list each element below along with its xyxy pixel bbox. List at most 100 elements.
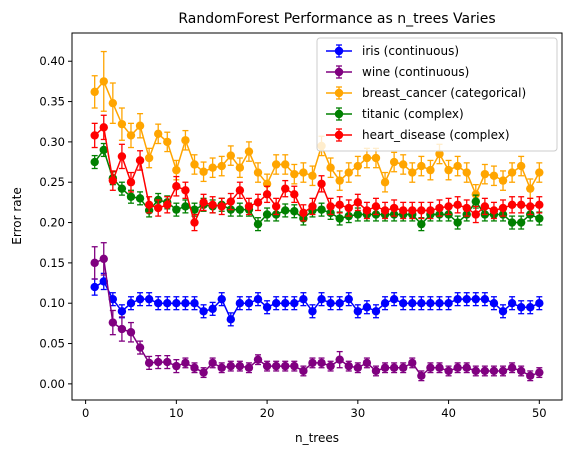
axes-frame [71,32,563,401]
data-point [498,307,508,316]
data-point [163,357,172,367]
series-line [94,257,540,377]
data-point [199,198,208,207]
data-point [262,190,272,199]
data-point [335,355,344,364]
data-point [154,357,163,367]
data-point [435,203,444,213]
x-tick-label: 20 [260,406,275,420]
legend-marker [334,88,344,98]
data-point [535,214,544,223]
data-point [117,307,127,316]
data-point [271,361,281,371]
data-point [426,165,435,175]
data-point [317,294,326,304]
data-point [253,355,263,364]
data-point [99,277,108,286]
data-point [99,254,108,264]
data-point [426,299,435,308]
data-point [489,299,499,308]
data-point [308,307,317,316]
data-point [271,299,281,308]
data-point [389,294,399,304]
legend-label: titanic (complex) [362,107,464,121]
data-point [444,366,453,376]
data-point [190,160,199,169]
data-point [199,307,208,316]
data-point [317,179,326,189]
y-tick-label: 0.05 [39,337,65,351]
data-point [108,98,118,108]
data-point [217,161,226,171]
data-point [353,210,363,219]
data-point [262,303,272,312]
data-point [453,161,462,171]
data-point [326,163,335,172]
data-point [244,147,254,156]
data-point [217,363,226,372]
data-point [172,361,181,371]
data-point [498,203,508,213]
y-tick-label: 0.20 [39,216,65,230]
data-point [399,363,408,372]
data-point [417,219,426,229]
data-point [480,169,490,179]
data-point [344,203,353,213]
data-point [190,218,199,227]
data-point [262,361,272,371]
data-point [235,163,245,172]
data-point [408,168,417,177]
data-point [344,361,353,371]
data-point [535,168,544,177]
series-4 [90,114,544,232]
data-point [389,157,399,167]
data-point [235,361,245,371]
data-point [471,210,480,219]
data-point [154,203,163,213]
data-point [208,200,217,210]
data-point [90,131,99,140]
data-point [117,119,127,129]
legend-label: heart_disease (complex) [362,128,510,142]
data-point [444,165,453,175]
data-point [471,190,480,199]
y-axis-label: Error rate [10,187,24,244]
data-point [108,294,118,304]
data-point [399,299,408,308]
data-point [507,299,517,308]
data-point [117,184,127,193]
y-tick-label: 0.30 [39,135,65,149]
x-tick-label: 0 [82,406,89,420]
data-point [462,168,471,177]
data-point [271,160,281,169]
data-point [516,366,526,376]
data-point [471,294,480,304]
data-point [163,200,172,210]
data-point [453,200,462,210]
data-point [281,160,290,169]
data-point [281,184,290,193]
plot-area [90,50,544,382]
data-point [208,358,217,368]
data-point [144,153,154,163]
data-point [498,176,508,185]
data-point [380,178,390,187]
data-point [362,358,372,368]
data-point [126,178,136,187]
data-point [408,299,417,308]
data-point [507,218,517,227]
data-point [507,200,517,210]
data-point [526,371,535,381]
y-tick-label: 0.25 [39,175,65,189]
data-point [526,184,535,193]
data-point [371,153,381,163]
data-point [389,203,399,213]
data-point [181,202,190,211]
data-point [172,299,181,308]
data-point [181,299,190,308]
data-point [126,131,136,140]
data-point [362,206,372,215]
data-point [299,208,308,218]
data-point [480,366,490,376]
data-point [117,152,127,161]
